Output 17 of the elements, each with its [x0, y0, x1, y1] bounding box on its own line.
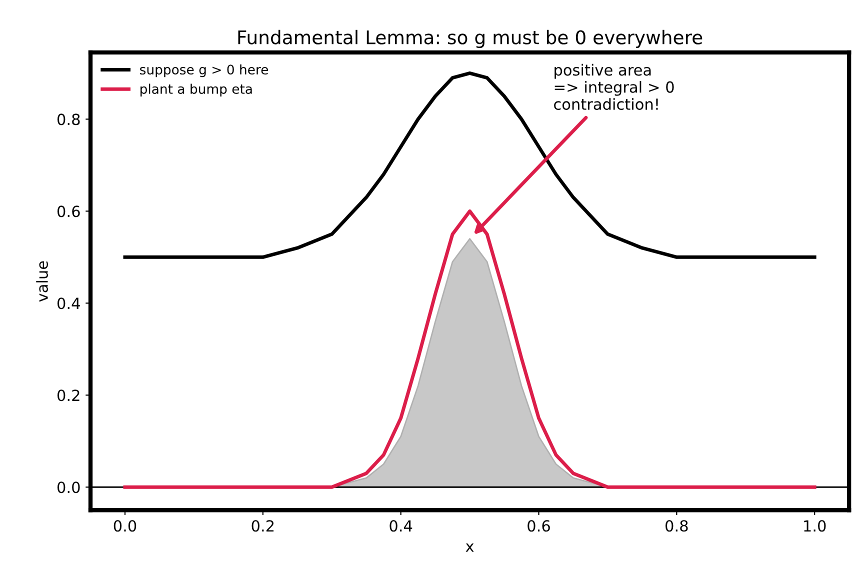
y-tick-label: 0.8	[58, 114, 80, 126]
x-tick-label: 0.0	[114, 520, 136, 532]
legend-label: suppose g > 0 here	[140, 64, 268, 78]
x-tick-label: 0.2	[252, 520, 274, 532]
x-tick-label: 0.8	[666, 520, 688, 532]
y-axis-title: value	[36, 261, 48, 302]
x-tick-label: 0.4	[390, 520, 412, 532]
y-tick-label: 0.0	[58, 482, 80, 494]
y-tick-label: 0.4	[58, 298, 80, 310]
x-tick-label: 1.0	[804, 520, 826, 532]
annotation: positive area => integral > 0 contradiction!	[554, 64, 674, 110]
x-tick-label: 0.6	[528, 520, 550, 532]
x-axis-title: x	[466, 543, 474, 552]
legend-label: plant a bump eta	[140, 84, 252, 96]
chart-title: Fundamental Lemma: so g must be 0 everywhere	[238, 30, 702, 48]
y-tick-label: 0.2	[58, 390, 80, 402]
y-tick-label: 0.6	[58, 206, 80, 218]
